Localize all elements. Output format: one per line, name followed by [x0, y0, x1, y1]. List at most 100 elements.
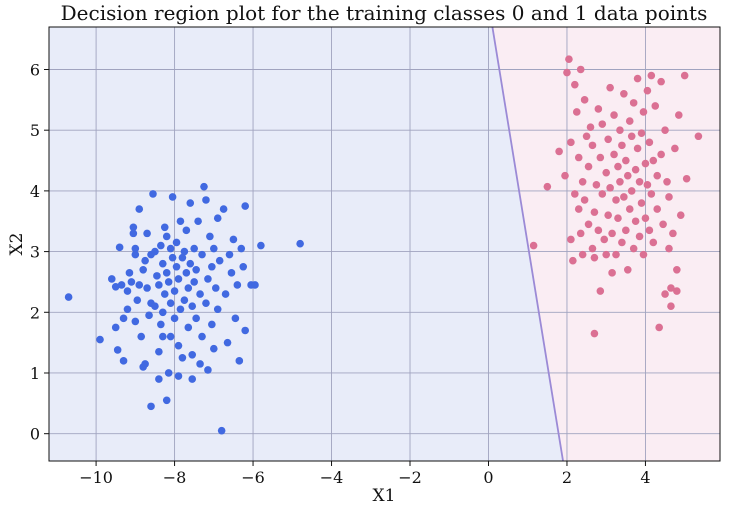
point-class-0	[131, 250, 140, 259]
point-class-1	[567, 235, 575, 244]
point-class-0	[119, 357, 128, 365]
point-class-1	[637, 129, 646, 138]
chart-title: Decision region plot for the training cl…	[61, 1, 708, 25]
point-class-1	[569, 256, 577, 265]
point-class-1	[571, 190, 579, 198]
point-class-0	[151, 247, 159, 256]
point-class-1	[574, 205, 583, 213]
point-class-0	[113, 346, 122, 354]
x-tick-label: 4	[640, 468, 650, 487]
point-class-0	[192, 265, 200, 274]
point-class-1	[604, 135, 612, 144]
point-class-0	[143, 284, 151, 292]
point-class-1	[612, 196, 620, 204]
point-class-0	[111, 323, 120, 332]
y-axis-ticks: 0 1 2 3 4 5 6	[30, 60, 49, 444]
point-class-1	[665, 193, 673, 201]
point-class-1	[543, 182, 552, 191]
point-class-0	[131, 317, 140, 326]
point-class-0	[141, 256, 149, 265]
point-class-1	[598, 120, 607, 128]
x-axis-ticks: −10 −8 −6 −4 −2 0 2 4	[79, 461, 651, 487]
point-class-0	[180, 296, 189, 304]
point-class-0	[107, 275, 116, 283]
point-class-1	[590, 329, 599, 338]
point-class-1	[529, 241, 538, 250]
point-class-0	[188, 302, 197, 311]
point-class-0	[131, 244, 140, 253]
point-class-1	[596, 287, 605, 295]
point-class-0	[141, 360, 149, 368]
point-class-1	[580, 96, 589, 104]
point-class-0	[143, 229, 151, 238]
point-class-0	[149, 190, 157, 198]
point-class-1	[618, 238, 626, 247]
point-class-1	[633, 144, 642, 153]
point-class-0	[182, 269, 191, 277]
point-class-1	[618, 141, 626, 150]
point-class-1	[606, 184, 614, 192]
point-class-1	[620, 193, 628, 201]
point-class-0	[64, 293, 73, 301]
point-class-0	[182, 226, 191, 235]
point-class-0	[174, 275, 183, 283]
point-class-1	[627, 132, 636, 141]
point-class-0	[117, 281, 126, 289]
x-tick-label: −4	[320, 468, 344, 487]
point-class-0	[204, 366, 212, 374]
y-tick-label: 2	[30, 303, 40, 322]
point-class-1	[616, 177, 624, 186]
point-class-0	[119, 314, 128, 323]
point-class-0	[170, 314, 179, 323]
point-class-1	[598, 190, 607, 198]
point-class-0	[204, 275, 212, 283]
x-tick-label: 0	[483, 468, 493, 487]
point-class-1	[676, 211, 685, 219]
y-axis-label: X2	[7, 233, 27, 256]
point-class-0	[239, 262, 248, 271]
point-class-1	[655, 323, 663, 332]
point-class-0	[219, 205, 228, 213]
point-class-1	[661, 126, 669, 134]
point-class-0	[133, 296, 142, 304]
point-class-1	[631, 217, 640, 226]
point-class-1	[673, 265, 681, 274]
point-class-0	[137, 332, 146, 341]
point-class-1	[680, 71, 689, 80]
point-class-0	[188, 375, 197, 383]
point-class-1	[629, 99, 638, 107]
point-class-0	[166, 299, 175, 307]
x-tick-label: −6	[241, 468, 265, 487]
point-class-0	[178, 253, 187, 262]
plot-frame	[48, 26, 721, 462]
point-class-0	[223, 338, 232, 347]
point-class-0	[157, 320, 165, 329]
point-class-0	[178, 354, 187, 362]
point-class-0	[160, 290, 169, 298]
point-class-1	[645, 226, 654, 235]
point-class-0	[188, 350, 197, 359]
point-class-1	[657, 150, 665, 159]
point-class-1	[620, 89, 628, 98]
point-class-0	[208, 262, 216, 271]
point-class-0	[210, 244, 218, 253]
point-class-1	[641, 159, 650, 168]
point-class-1	[669, 229, 677, 238]
scatter-points	[64, 55, 703, 435]
y-tick-label: 1	[30, 364, 40, 383]
point-class-1	[629, 244, 638, 253]
point-class-0	[210, 344, 218, 353]
point-class-1	[659, 220, 667, 229]
point-class-0	[129, 229, 138, 238]
point-class-1	[567, 138, 575, 147]
point-class-0	[233, 281, 242, 289]
point-class-0	[231, 314, 240, 323]
point-class-0	[184, 323, 193, 332]
point-class-1	[594, 226, 603, 235]
point-class-1	[661, 290, 669, 298]
point-class-1	[671, 144, 679, 153]
point-class-0	[162, 396, 171, 405]
point-class-1	[602, 168, 611, 177]
point-class-0	[111, 282, 120, 291]
x-tick-label: 2	[562, 468, 572, 487]
